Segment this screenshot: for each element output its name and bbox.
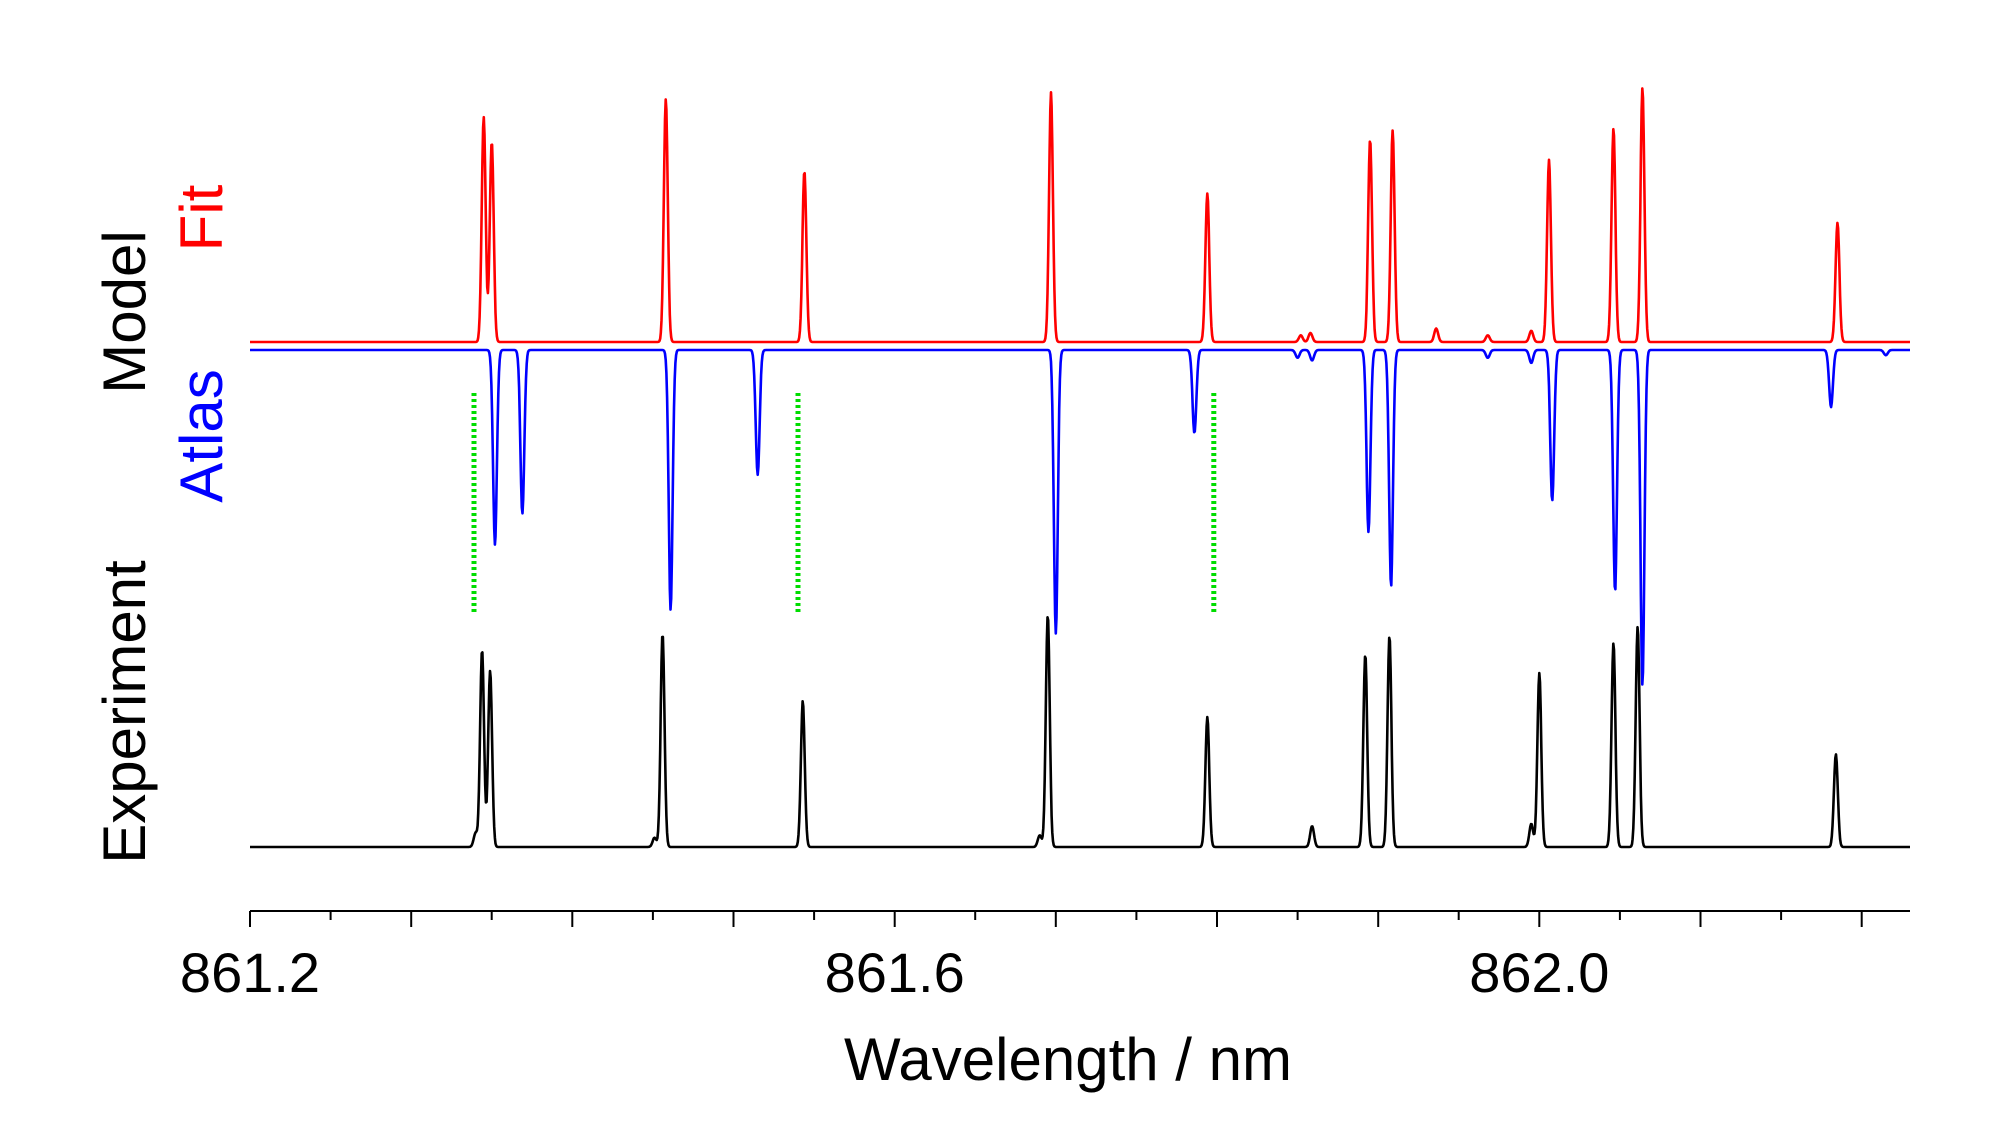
side-label-fit: Fit bbox=[168, 184, 235, 251]
side-label-atlas: Atlas bbox=[168, 369, 235, 502]
x-tick-label-2: 862.0 bbox=[1469, 941, 1609, 1004]
series-experiment bbox=[249, 616, 1911, 849]
x-axis: 861.2 861.6 862.0 bbox=[180, 910, 1910, 1004]
side-label-experiment: Experiment bbox=[91, 560, 158, 864]
side-label-model: Model bbox=[91, 230, 158, 393]
x-ticks bbox=[249, 911, 1863, 927]
series-line-atlas bbox=[249, 348, 1911, 686]
series-line-experiment bbox=[249, 616, 1911, 849]
side-labels: Fit Model Atlas Experiment bbox=[91, 184, 235, 863]
x-tick-label-0: 861.2 bbox=[180, 941, 320, 1004]
x-axis-title: Wavelength / nm bbox=[844, 1026, 1292, 1093]
x-tick-label-1: 861.6 bbox=[825, 941, 965, 1004]
spectra bbox=[249, 87, 1911, 849]
series-atlas bbox=[249, 348, 1911, 686]
x-tick-labels: 861.2 861.6 862.0 bbox=[180, 941, 1609, 1004]
reference-markers bbox=[471, 393, 1217, 612]
series-line-fit bbox=[249, 87, 1911, 344]
series-fit bbox=[249, 87, 1911, 344]
